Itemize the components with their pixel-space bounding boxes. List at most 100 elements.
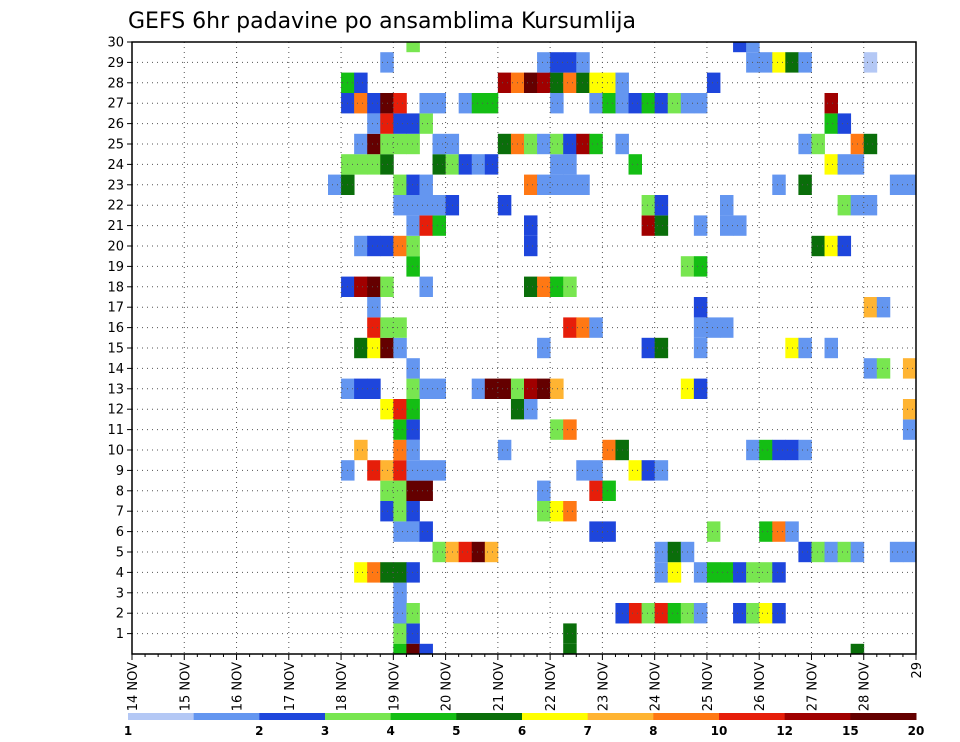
heatmap-cell [458,154,473,175]
heatmap-cell [354,93,368,114]
y-tick-label: 9 [116,464,124,479]
colorbar-label: 2 [255,724,263,738]
heatmap-cell [863,133,878,155]
heatmap-cell [576,317,590,338]
colorbar-label: 10 [711,724,728,738]
heatmap-cell [667,603,682,624]
heatmap-cell [837,235,852,257]
heatmap-cell [550,72,564,93]
x-tick-label: 28 NOV [858,662,873,711]
y-tick-label: 5 [116,546,124,561]
heatmap-cell [484,93,499,114]
heatmap-cell [654,541,669,563]
heatmap-cell [759,562,773,583]
heatmap-cell [537,133,551,155]
heatmap-cell [393,93,407,114]
heatmap-cell [406,603,420,624]
heatmap-cell [563,174,577,195]
heatmap-cell [406,358,420,379]
heatmap-cell [367,297,381,318]
heatmap-cell [733,603,747,624]
y-tick-label: 24 [107,158,124,173]
colorbar-segment [325,713,392,720]
heatmap-cell [524,399,538,420]
heatmap-cell [641,215,656,236]
heatmap-cell [406,235,420,257]
colorbar-label: 4 [386,724,394,738]
heatmap-cell [497,133,512,155]
heatmap-cell [759,521,773,542]
y-tick-label: 20 [107,240,124,255]
heatmap-cell [654,562,669,583]
heatmap-cell [798,541,812,563]
heatmap-cell [393,501,407,522]
heatmap-cell [563,317,577,338]
heatmap-cell [563,276,577,297]
heatmap-cell [524,235,538,257]
heatmap-cell [563,501,577,522]
heatmap-cell [759,52,773,73]
heatmap-cell [902,174,916,195]
heatmap-cell [772,521,786,542]
heatmap-cell [589,317,603,338]
heatmap-cell [367,562,381,583]
heatmap-cell [902,399,916,420]
heatmap-cell [733,42,747,53]
x-tick-label: 19 NOV [387,662,402,711]
heatmap-cell [563,52,577,73]
colorbar-segment [128,713,195,720]
heatmap-cell [432,93,446,114]
heatmap-cell [837,154,852,175]
heatmap-cell [524,174,538,195]
heatmap-cell [367,113,381,134]
x-tick-label: 16 NOV [231,662,246,711]
heatmap-cell [406,419,420,440]
heatmap-cell [550,378,564,399]
heatmap-cell [693,256,708,277]
heatmap-cell [432,215,446,236]
heatmap-cell [759,439,773,461]
heatmap-cell [798,52,812,73]
y-tick-label: 11 [107,423,124,438]
y-tick-label: 19 [107,260,124,275]
heatmap-cell [863,297,878,318]
heatmap-cell [354,133,368,155]
heatmap-cell [550,419,564,440]
heatmap-cell [550,52,564,73]
heatmap-cell [798,439,812,461]
heatmap-cell [550,276,564,297]
x-tick-label: 20 NOV [440,662,455,711]
heatmap-cell [824,93,838,114]
heatmap-cell [889,541,904,563]
heatmap-cell [576,52,590,73]
heatmap-cell [628,93,642,114]
heatmap-cell [484,378,499,399]
heatmap-cell [837,541,852,563]
heatmap-cell [393,603,407,624]
heatmap-cell [667,562,682,583]
heatmap-cell [693,603,708,624]
heatmap-cell [419,276,433,297]
colorbar-segment [259,713,326,720]
y-tick-label: 26 [107,117,124,132]
heatmap-cell [589,521,603,542]
y-tick-label: 28 [107,76,124,91]
heatmap-cell [393,399,407,420]
x-tick-label: 27 NOV [805,662,820,711]
colorbar-segment [456,713,523,720]
heatmap-cell [641,337,656,359]
heatmap-cell [811,133,825,155]
heatmap-cell [902,541,916,563]
heatmap-cell [524,72,538,93]
chart-title: GEFS 6hr padavine po ansamblima Kursumli… [128,9,636,34]
heatmap-cell [589,133,603,155]
heatmap-cell [354,235,368,257]
x-tick-label: 21 NOV [492,662,507,711]
heatmap-cell [406,521,420,542]
heatmap-cell [393,113,407,134]
heatmap-cell [354,378,368,399]
heatmap-cell [406,480,420,501]
heatmap-cell [406,174,420,195]
heatmap-cell [576,460,590,481]
colorbar-segment [653,713,720,720]
